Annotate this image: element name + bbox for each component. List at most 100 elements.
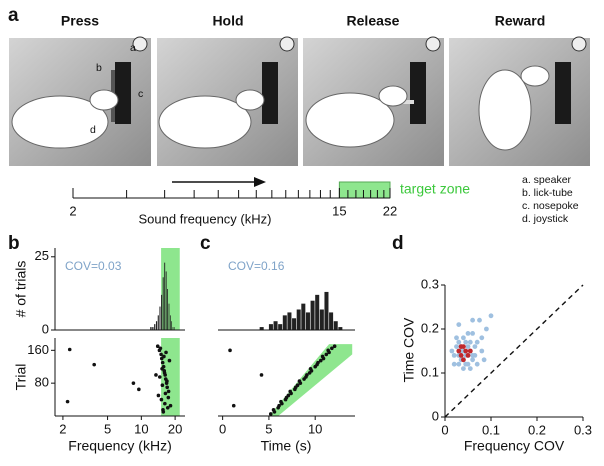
point xyxy=(472,344,478,349)
tick-label: 15 xyxy=(332,203,346,218)
point xyxy=(467,339,473,345)
y-tick-label: 0.2 xyxy=(421,320,439,335)
hist-bar xyxy=(162,277,164,330)
point xyxy=(67,347,72,352)
point xyxy=(297,379,302,383)
point xyxy=(137,387,141,392)
hist-bar xyxy=(324,291,329,330)
point xyxy=(159,397,164,402)
hist-bar xyxy=(167,289,169,330)
point xyxy=(458,353,464,358)
y-axis-label: Time COV xyxy=(401,317,417,382)
hist-bar xyxy=(268,324,273,330)
tick-label: 2 xyxy=(69,203,76,218)
point xyxy=(166,389,171,394)
zone-label: target zone xyxy=(400,181,470,197)
point xyxy=(165,405,170,410)
point xyxy=(454,344,459,349)
hist-bar xyxy=(171,321,173,330)
point xyxy=(463,339,469,345)
point xyxy=(271,408,276,412)
point xyxy=(305,373,309,377)
point xyxy=(484,326,489,332)
hist-bar xyxy=(154,324,156,330)
point xyxy=(474,361,480,367)
callout: b xyxy=(96,62,102,74)
point xyxy=(160,366,164,371)
point xyxy=(461,335,466,341)
hist-bar xyxy=(319,309,324,330)
point xyxy=(162,354,166,359)
hist-bar xyxy=(259,327,264,330)
x-tick-label: 5 xyxy=(265,421,272,436)
point xyxy=(326,348,330,353)
point xyxy=(168,403,173,408)
hist-bar xyxy=(161,294,163,330)
hist-bar xyxy=(333,321,338,330)
point xyxy=(451,353,457,358)
point xyxy=(65,399,70,404)
point xyxy=(164,350,168,355)
point xyxy=(268,412,273,416)
step-title: Release xyxy=(347,13,400,29)
step-title: Reward xyxy=(495,13,546,29)
point xyxy=(465,353,471,358)
hist-bar xyxy=(278,324,283,330)
callout: d xyxy=(90,124,96,136)
point xyxy=(165,379,169,383)
point xyxy=(155,344,160,349)
hist-bar xyxy=(159,306,161,330)
point xyxy=(332,344,337,349)
hist-bar xyxy=(169,315,171,330)
point xyxy=(477,317,482,323)
point xyxy=(470,317,475,323)
point xyxy=(318,358,323,363)
hist-bar xyxy=(165,271,167,330)
x-tick-label: 20 xyxy=(168,421,182,436)
point xyxy=(481,357,487,363)
y-tick-label: 0 xyxy=(42,321,49,336)
point xyxy=(449,348,455,354)
point xyxy=(316,360,320,365)
hist-bar xyxy=(164,262,166,330)
point xyxy=(154,373,158,377)
point xyxy=(228,348,232,353)
panel-letter: d xyxy=(392,233,404,254)
callout: c xyxy=(138,88,143,100)
hist-bar xyxy=(155,321,158,330)
point xyxy=(467,348,473,354)
point xyxy=(461,357,466,363)
point xyxy=(158,346,163,351)
y-tick-label: 0.1 xyxy=(421,364,439,379)
point xyxy=(458,344,464,349)
point xyxy=(465,331,471,336)
point xyxy=(456,348,462,354)
point xyxy=(488,313,494,319)
x-tick-label: 10 xyxy=(308,421,322,436)
point xyxy=(160,360,165,365)
point xyxy=(461,366,466,371)
hist-bar xyxy=(287,312,292,330)
point xyxy=(166,395,171,400)
point xyxy=(161,410,166,414)
point xyxy=(330,346,334,351)
hist-bar xyxy=(292,318,297,330)
step-title: Press xyxy=(61,13,99,29)
point xyxy=(308,366,313,371)
point xyxy=(156,393,161,398)
y-tick-label: 80 xyxy=(35,375,49,390)
y-tick-label: 160 xyxy=(27,342,49,357)
axis-label: Sound frequency (kHz) xyxy=(139,211,272,226)
point xyxy=(163,391,168,396)
point xyxy=(288,389,293,394)
x-tick-label: 0 xyxy=(219,421,226,436)
diagonal xyxy=(444,284,584,418)
point xyxy=(456,322,462,327)
legend-text: b. lick-tube xyxy=(522,187,573,199)
point xyxy=(320,354,325,359)
point xyxy=(259,373,264,377)
target-zone xyxy=(338,181,391,199)
hist-bar xyxy=(338,327,343,330)
y-tick-label: 0 xyxy=(432,408,439,423)
